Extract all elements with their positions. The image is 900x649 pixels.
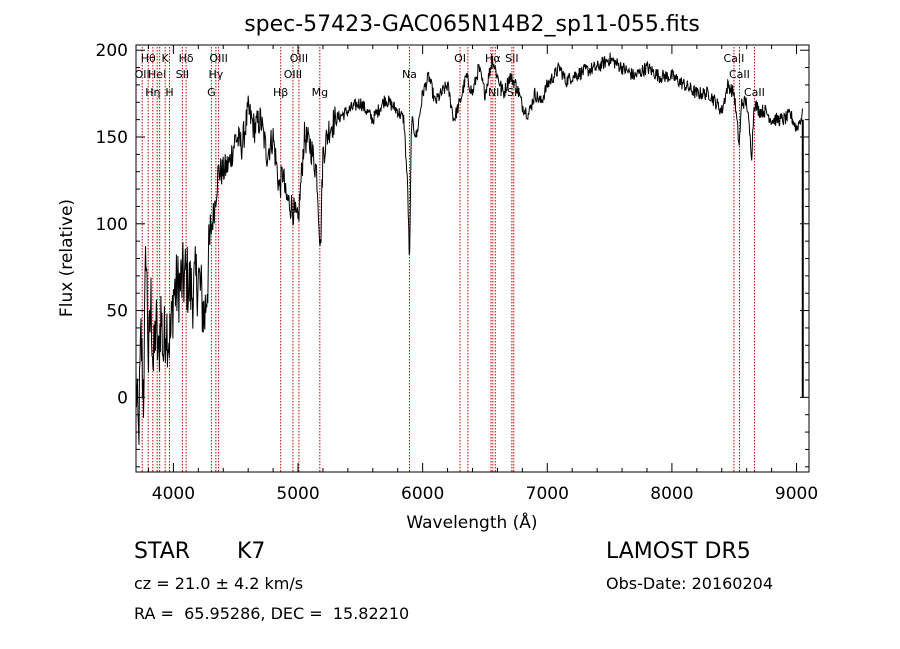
line-label: NII [488, 86, 503, 99]
x-tick-label: 5000 [276, 484, 319, 504]
line-label: Hδ [179, 52, 194, 65]
line-label: K [162, 52, 170, 65]
line-label: SII [505, 52, 518, 65]
line-label: OIII [284, 68, 302, 81]
line-label: OI [454, 52, 466, 65]
spectrum-line [135, 52, 803, 445]
x-tick-label: 6000 [401, 484, 444, 504]
plot-frame [135, 44, 810, 473]
redshift-cz: cz = 21.0 ± 4.2 km/s [134, 574, 304, 593]
line-label: Na [402, 68, 417, 81]
line-label: H [165, 86, 173, 99]
x-tick-label: 7000 [526, 484, 569, 504]
y-axis-label: Flux (relative) [57, 199, 77, 317]
survey-name: LAMOST DR5 [606, 539, 751, 564]
object-class: STAR [134, 539, 191, 564]
x-tick-label: 4000 [152, 484, 195, 504]
x-tick-label: 9000 [775, 484, 818, 504]
line-label: OIII [290, 52, 308, 65]
emission-line-markers: OIIHθHηHeIKHSIIHδGHγOIIIHβOIIIOIIIMgNaOI… [135, 47, 804, 472]
y-tick-label: 150 [96, 128, 128, 148]
coordinates: RA = 65.95286, DEC = 15.82210 [134, 604, 410, 623]
line-label: CaII [729, 68, 750, 81]
y-tick-label: 50 [106, 302, 128, 322]
line-label: CaII [744, 86, 765, 99]
y-tick-label: 0 [117, 388, 128, 408]
line-label: Mg [312, 86, 328, 99]
line-label: OII [135, 68, 150, 81]
line-label: Hη [145, 86, 160, 99]
line-label: Hβ [273, 86, 288, 99]
line-label: Hγ [208, 68, 223, 81]
x-axis-label: Wavelength (Å) [406, 511, 537, 533]
chart-title: spec-57423-GAC065N14B2_sp11-055.fits [244, 12, 700, 37]
observation-date: Obs-Date: 20160204 [606, 574, 774, 593]
object-subclass: K7 [237, 539, 266, 564]
x-tick-label: 8000 [650, 484, 693, 504]
y-tick-label: 100 [96, 215, 128, 235]
line-label: OIII [209, 52, 227, 65]
y-axis-ticks: 0 50 100 150 200 [96, 41, 809, 468]
line-label: Hθ [141, 52, 156, 65]
y-tick-label: 200 [96, 41, 128, 61]
line-label: SII [176, 68, 189, 81]
line-label: G [207, 86, 216, 99]
x-axis-ticks: 4000 5000 6000 7000 8000 9000 [147, 45, 818, 504]
line-label: HeI [148, 68, 166, 81]
line-label: CaII [724, 52, 745, 65]
